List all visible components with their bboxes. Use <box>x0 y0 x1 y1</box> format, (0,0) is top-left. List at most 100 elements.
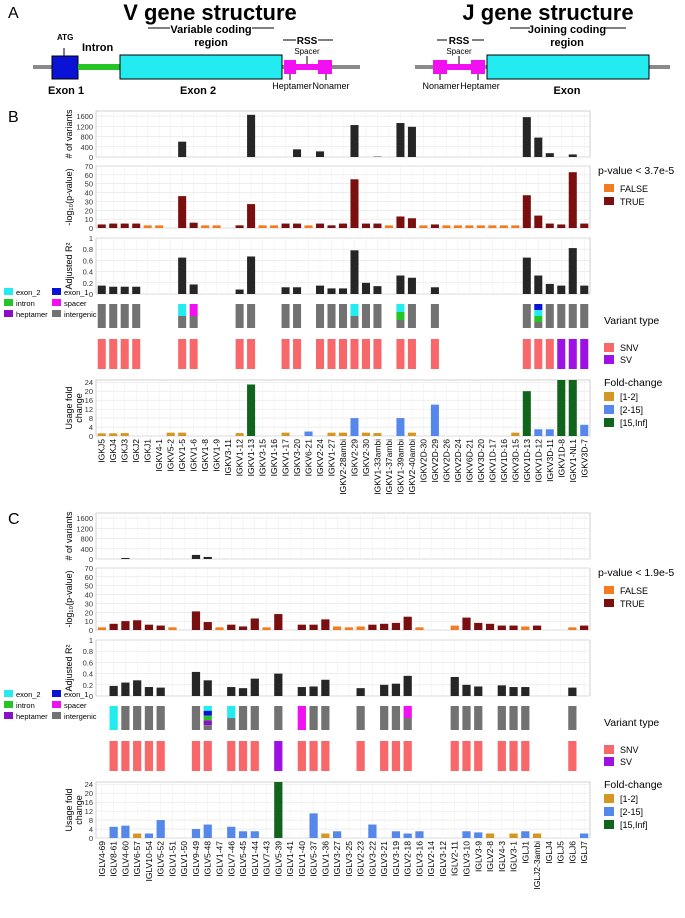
variant-type-tile <box>121 741 130 771</box>
region-tile-intergenic <box>327 304 336 328</box>
usage-tick-label: 16 <box>85 396 93 405</box>
usage-bar <box>361 432 370 436</box>
legend-snv-swatch <box>604 343 614 352</box>
region-legend-swatch <box>52 299 61 306</box>
legend-fold-label: [1-2] <box>620 392 638 402</box>
usage-bar <box>521 831 530 838</box>
variant-type-tile <box>321 741 330 771</box>
variants-tick-label: 1200 <box>76 524 93 533</box>
usage-tick-label: 16 <box>85 798 93 807</box>
pvalue-bar <box>396 216 405 228</box>
panel-letter-c: C <box>8 511 20 528</box>
legend-true-swatch <box>604 599 614 607</box>
usage-bar <box>430 404 439 436</box>
category-label: IGKV1-9 <box>212 439 222 472</box>
fold-legend-title: Fold-change <box>604 377 663 389</box>
region-legend-swatch <box>52 288 61 295</box>
category-label: IGKV6-21 <box>304 439 314 477</box>
category-label: IGLV8-61 <box>109 841 119 877</box>
variants-tick-label: 1200 <box>76 122 93 131</box>
j-heptamer-box <box>471 60 485 74</box>
pvalue-bar <box>189 222 198 228</box>
pvalue-bar <box>580 625 589 630</box>
region-tile-intergenic <box>568 304 577 328</box>
category-label: IGLV1-44 <box>250 841 260 877</box>
category-label: IGLV3-16 <box>414 841 424 877</box>
adjr2-tick-label: 1 <box>89 636 93 645</box>
usage-bar <box>191 829 201 838</box>
usage-tick-label: 20 <box>85 387 93 396</box>
adjr2-bar <box>338 288 348 294</box>
pvalue-bar <box>297 624 306 630</box>
region-tile-intergenic <box>545 304 554 328</box>
usage-bar <box>133 833 142 838</box>
category-label: IGLV2-23 <box>356 841 366 877</box>
category-label: IGKV1-37ambi <box>384 439 394 495</box>
variants-bar <box>191 554 201 559</box>
category-label: IGKV1-39ambi <box>395 439 405 495</box>
joining-region-label-1: Joining coding <box>528 24 606 36</box>
region-tile-intergenic <box>109 304 118 328</box>
pvalue-bar <box>144 624 154 630</box>
pvalue-bar <box>168 627 177 630</box>
variant-type-tile <box>120 339 129 369</box>
gene-structure-diagram: A V gene structure J gene structure ATG … <box>8 0 670 97</box>
category-label: IGLV3-10 <box>462 841 472 877</box>
adjr2-tick-label: 0.2 <box>83 279 93 288</box>
adjr2-bar <box>568 248 577 294</box>
variant-type-tile <box>509 741 518 771</box>
pvalue-bar <box>450 625 459 630</box>
variant-type-tile <box>521 741 530 771</box>
variant-type-tile <box>309 741 318 771</box>
region-tile-intergenic <box>522 304 531 328</box>
variant-type-tile <box>274 741 283 771</box>
usage-bar <box>580 424 589 436</box>
pvalue-bar <box>270 225 279 228</box>
category-label: IGLV3-19 <box>391 841 401 877</box>
variant-type-tile <box>109 339 118 369</box>
region-tile-intergenic <box>391 706 401 730</box>
region-tile-intergenic <box>133 706 142 730</box>
adjr2-bar <box>274 673 283 696</box>
variants-bar <box>293 149 302 157</box>
adjr2-bar <box>203 680 212 696</box>
pvalue-bar <box>419 225 428 228</box>
region-tile-intergenic <box>462 706 471 730</box>
adjr2-bar <box>309 686 318 696</box>
adjr2-axis-label: Adjusted R² <box>64 644 74 691</box>
pvalue-bar <box>309 624 318 630</box>
legend-false-label: FALSE <box>620 586 648 596</box>
pvalue-bar <box>361 223 370 228</box>
variant-type-tile <box>497 741 506 771</box>
region-tile-intergenic <box>350 316 359 328</box>
pvalue-bar <box>415 627 424 630</box>
usage-bar <box>485 833 495 838</box>
variants-bar <box>522 117 531 157</box>
variants-bar <box>568 154 577 157</box>
region-tile-exon_1 <box>203 710 212 716</box>
usage-bar <box>238 831 248 838</box>
variant-type-tile <box>189 339 198 369</box>
region-tile-intergenic <box>430 304 439 328</box>
category-label: IGLV6-57 <box>132 841 142 877</box>
adjr2-bar <box>191 671 201 696</box>
variant-type-tile <box>247 339 256 369</box>
legend-false-label: FALSE <box>620 184 648 194</box>
pvalue-bar <box>568 627 577 630</box>
pvalue-bar <box>132 223 141 228</box>
category-label: IGLV1-36 <box>320 841 330 877</box>
variants-axis-label: # of variants <box>64 511 74 561</box>
adjr2-bar <box>407 277 416 294</box>
pvalue-tick-label: 70 <box>85 162 93 171</box>
usage-bar <box>333 831 342 838</box>
region-tile-intergenic <box>189 316 198 328</box>
legend-snv-swatch <box>604 745 614 754</box>
category-label: IGLV5-52 <box>156 841 166 877</box>
region-legend-swatch <box>4 712 13 719</box>
variant-type-tile <box>156 741 165 771</box>
region-tile-exon_1 <box>534 304 543 310</box>
variant-type-tile <box>522 339 531 369</box>
j-spacer-label: Spacer <box>446 47 472 56</box>
usage-bar <box>534 429 543 436</box>
